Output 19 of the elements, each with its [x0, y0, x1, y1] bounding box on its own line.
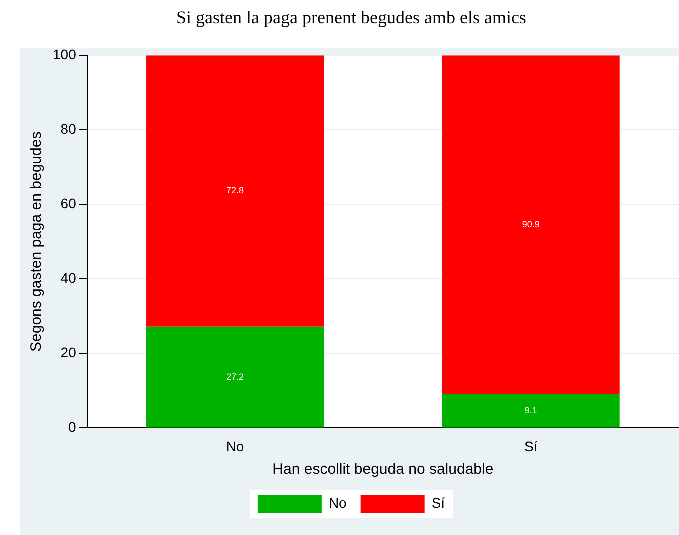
bar [442, 56, 620, 394]
legend-label: Sí [432, 494, 446, 511]
chart-title: Si gasten la paga prenent begudes amb els amics [176, 8, 526, 28]
data-label: 72.8 [226, 186, 244, 196]
bar [146, 56, 324, 327]
x-axis-title: Han escollit beguda no saludable [272, 461, 494, 478]
legend-label: No [328, 494, 348, 511]
y-tick-label: 40 [60, 270, 77, 286]
bar [442, 394, 620, 428]
y-tick-label: 80 [60, 120, 77, 137]
y-tick-label: 0 [68, 419, 77, 436]
y-axis-title: Segons gasten paga en begudes [28, 132, 46, 352]
y-tick-label: 20 [60, 344, 77, 361]
data-label: 9.1 [524, 405, 538, 416]
y-tick-label: 60 [60, 196, 77, 212]
y-tick-label: 100 [53, 46, 77, 62]
bar [146, 326, 324, 428]
data-label: 90.9 [522, 219, 540, 230]
data-label: 27.2 [226, 372, 244, 382]
